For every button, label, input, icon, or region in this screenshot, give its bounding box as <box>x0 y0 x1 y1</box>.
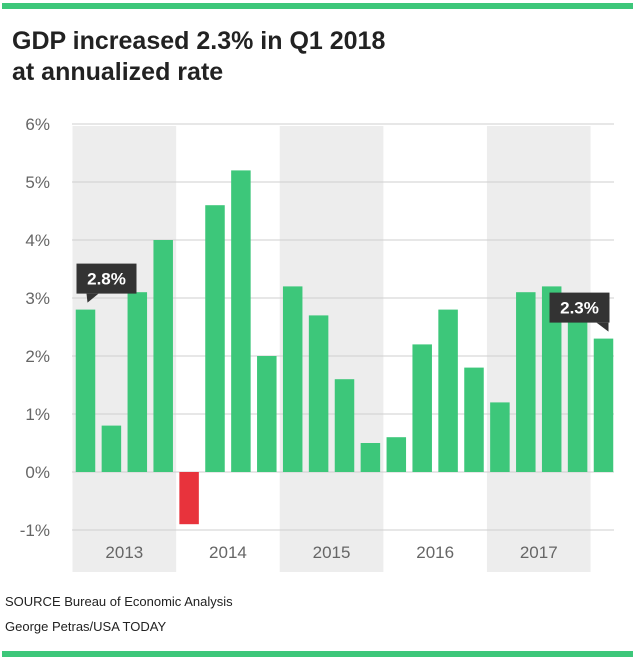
bar <box>308 315 329 472</box>
bar <box>516 292 536 472</box>
bar <box>75 309 96 472</box>
credit-line: George Petras/USA TODAY <box>5 619 167 634</box>
year-label: 2017 <box>520 543 558 562</box>
y-tick-label: 1% <box>25 405 50 424</box>
bar <box>127 292 148 472</box>
bottom-accent-rule <box>2 651 633 657</box>
year-label: 2016 <box>416 543 454 562</box>
y-tick-label: 6% <box>25 115 50 134</box>
year-label: 2015 <box>313 543 351 562</box>
bar <box>360 443 381 472</box>
callout-label: 2.3% <box>560 299 599 318</box>
y-tick-label: 5% <box>25 173 50 192</box>
callout-pointer <box>86 293 99 303</box>
y-tick-label: 4% <box>25 231 50 250</box>
bar <box>438 309 458 472</box>
bar <box>205 205 225 472</box>
callout-label: 2.8% <box>87 270 126 289</box>
y-tick-label: 0% <box>25 463 50 482</box>
bar <box>464 367 484 472</box>
source-note: SOURCE Bureau of Economic Analysis <box>5 594 233 609</box>
y-tick-label: 2% <box>25 347 50 366</box>
chart-title: GDP increased 2.3% in Q1 2018 at annuali… <box>12 26 612 88</box>
year-label: 2013 <box>105 543 143 562</box>
bar <box>231 170 251 472</box>
title-line-2: at annualized rate <box>12 58 224 86</box>
callout-pointer <box>596 322 609 332</box>
bar <box>101 425 122 472</box>
bar <box>257 356 277 472</box>
bar <box>386 437 407 472</box>
bar <box>593 338 614 472</box>
bar <box>153 240 173 472</box>
bar <box>334 379 355 472</box>
gdp-bar-chart: -1% 0% 1% 2% 3% 4% 5% 6% 2013 2014 2015 2016 2017 2.8… <box>20 115 614 572</box>
title-line-1: GDP increased 2.3% in Q1 2018 <box>12 27 386 55</box>
bar <box>282 286 303 472</box>
bar <box>490 402 510 472</box>
bar <box>179 472 199 525</box>
top-accent-rule <box>2 3 633 9</box>
y-tick-label: 3% <box>25 289 50 308</box>
bar <box>567 303 588 472</box>
bar <box>412 344 432 472</box>
callout-box <box>549 292 610 323</box>
bar <box>541 286 562 472</box>
y-tick-label: -1% <box>20 521 50 540</box>
year-label: 2014 <box>209 543 247 562</box>
callout-box <box>76 263 137 294</box>
